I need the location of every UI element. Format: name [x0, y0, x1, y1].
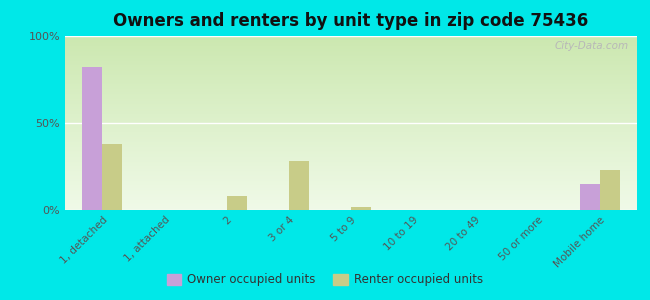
- Legend: Owner occupied units, Renter occupied units: Owner occupied units, Renter occupied un…: [162, 269, 488, 291]
- Bar: [102, 144, 122, 210]
- Bar: [227, 196, 246, 210]
- Bar: [351, 206, 371, 210]
- Bar: [289, 161, 309, 210]
- Bar: [600, 170, 619, 210]
- Text: City-Data.com: City-Data.com: [554, 41, 629, 51]
- Bar: [83, 67, 102, 210]
- Title: Owners and renters by unit type in zip code 75436: Owners and renters by unit type in zip c…: [113, 12, 589, 30]
- Bar: [580, 184, 600, 210]
